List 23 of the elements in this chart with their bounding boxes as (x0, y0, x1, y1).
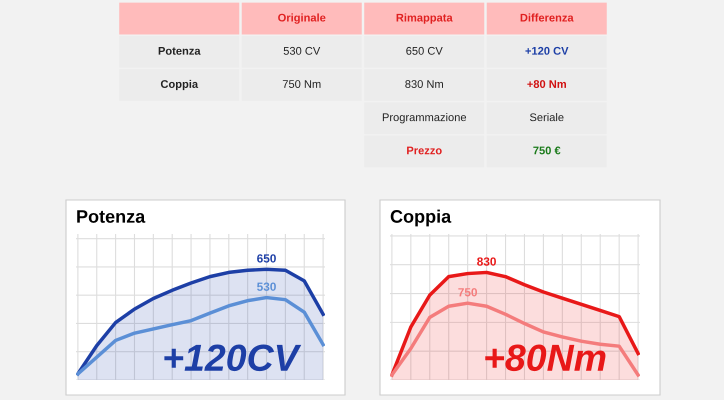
text: 650 CV (406, 46, 443, 55)
text: Seriale (530, 113, 564, 122)
text: 530 CV (284, 46, 320, 55)
text: 830 Nm (405, 80, 443, 88)
text: +120 CV (525, 46, 568, 55)
annotation: +80Nm (485, 344, 606, 372)
annotation: +120CV (164, 344, 302, 372)
text: Programmazione (382, 113, 466, 124)
text: Coppia (160, 80, 198, 90)
text: 750 Nm (282, 80, 320, 88)
chart-title: Coppia (390, 210, 452, 226)
data-label: 750 (458, 288, 478, 296)
text: Potenza (158, 47, 201, 55)
text: 750 € (533, 146, 560, 154)
text: Prezzo (407, 146, 442, 154)
chart-title: Potenza (77, 210, 146, 223)
text: Originale (278, 13, 326, 24)
text: Rimappata (396, 13, 453, 24)
text: Differenza (520, 13, 574, 22)
data-label: 650 (257, 254, 276, 263)
data-label: 530 (257, 282, 276, 291)
data-label: 830 (477, 257, 496, 266)
text: +80 Nm (527, 80, 566, 88)
